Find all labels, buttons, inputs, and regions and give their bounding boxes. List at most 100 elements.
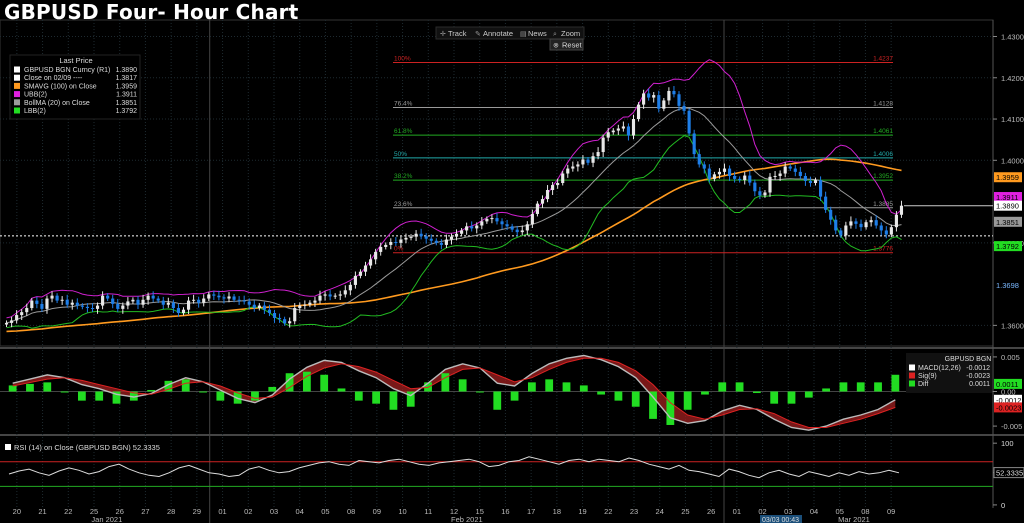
candle (697, 149, 701, 168)
candle-body (308, 302, 312, 305)
candle (111, 294, 115, 309)
candle (631, 114, 636, 140)
candle (318, 290, 322, 304)
candle-body (626, 126, 631, 136)
x-tick-label: 23 (630, 507, 638, 516)
legend-swatch (14, 66, 20, 73)
candle (277, 313, 282, 323)
candle-body (727, 168, 732, 176)
candle (419, 228, 423, 240)
histogram-bar (476, 391, 484, 393)
histogram-bar (441, 373, 450, 392)
candle-body (343, 290, 347, 295)
candle-body (353, 275, 357, 285)
axis-value-label: -0.0023 (994, 402, 1022, 413)
candle-body (358, 271, 363, 276)
news-button[interactable]: ▤ News (520, 29, 547, 38)
candle-body (161, 300, 165, 305)
candle-body (520, 230, 524, 233)
candle-body (808, 180, 813, 183)
fib-pct-label: 61.8% (394, 128, 413, 135)
rsi-tick-label: 52.3335 (996, 469, 1023, 478)
candle-body (697, 154, 701, 165)
candle-body (470, 226, 474, 229)
x-tick-label: 09 (887, 507, 895, 516)
histogram-bar (822, 388, 831, 392)
rsi-y-axis: 100 52.3335 0 (993, 439, 1024, 510)
x-tick-label: 28 (167, 507, 175, 516)
candle (652, 92, 656, 103)
candle (647, 88, 651, 101)
candle (768, 173, 772, 197)
candle-body (844, 225, 848, 236)
axis-value-text: 1.3890 (996, 202, 1019, 211)
axis-value-text: -0.0023 (996, 403, 1021, 412)
x-tick-label: 25 (90, 507, 98, 516)
candle-body (363, 265, 368, 272)
histogram-bar (302, 371, 311, 392)
candle (298, 302, 302, 313)
candle (672, 86, 676, 98)
candle-body (854, 221, 858, 224)
candle (657, 90, 661, 113)
x-tick-label: 22 (604, 507, 612, 516)
zoom-button[interactable]: ⌕ Zoom (553, 29, 580, 38)
annotate-button[interactable]: ✎ Annotate (475, 29, 513, 38)
axis-value-bg (994, 378, 1022, 389)
legend-label: SMAVG (100) on Close (24, 83, 97, 90)
candle-body (561, 173, 565, 183)
candle (556, 178, 560, 189)
histogram-bar (856, 382, 865, 392)
candle-body (4, 322, 9, 325)
candle-body (50, 295, 54, 299)
candle-body (849, 221, 853, 226)
x-tick-label: 08 (861, 507, 869, 516)
x-tick-label: 22 (64, 507, 72, 516)
candle-body (839, 230, 843, 236)
candle (434, 238, 438, 246)
legend-frame (9, 54, 141, 120)
candle (495, 213, 499, 225)
histogram-bar (597, 391, 606, 395)
histogram-bar (579, 385, 588, 392)
candle (717, 168, 722, 179)
axis-value-label: -0.0012 (994, 394, 1022, 405)
candle (328, 290, 332, 301)
x-tick-label: 19 (578, 507, 586, 516)
fib-pct-label: 50% (394, 151, 407, 158)
legend-label: GBPUSD BGN Curncy (R1) (24, 67, 110, 74)
candle (702, 161, 706, 174)
candle (237, 296, 241, 305)
month-label: Mar 2021 (838, 515, 870, 523)
candle-body (156, 298, 160, 301)
candle (227, 292, 231, 303)
cursor-time-badge: 03/03 00:43 (760, 515, 802, 523)
candle-body (454, 233, 459, 237)
candle (75, 298, 79, 310)
candle-body (65, 299, 69, 305)
candle (470, 221, 474, 232)
candle-body (348, 284, 352, 291)
macd-legend-label: Diff (918, 381, 928, 388)
axis-value-text: 1.3792 (996, 242, 1019, 251)
lower-bollinger-band (6, 135, 902, 329)
candle-body (460, 230, 464, 234)
track-button[interactable]: ✛ Track (440, 29, 467, 38)
candle-body (556, 183, 560, 186)
candle-body (606, 132, 610, 138)
candle (773, 171, 777, 180)
candle-body (338, 294, 342, 296)
candle-body (657, 95, 661, 109)
reset-button[interactable]: ⊗ Reset (549, 38, 584, 51)
candle-body (642, 93, 646, 105)
candle (485, 216, 489, 224)
histogram-bar (406, 391, 415, 407)
annotate-label: Annotate (483, 29, 513, 38)
candle (566, 164, 570, 178)
candle-body (35, 300, 39, 304)
rsi-tick-label: 100 (1001, 439, 1014, 448)
candle (636, 102, 641, 122)
reset-label: Reset (562, 41, 583, 50)
